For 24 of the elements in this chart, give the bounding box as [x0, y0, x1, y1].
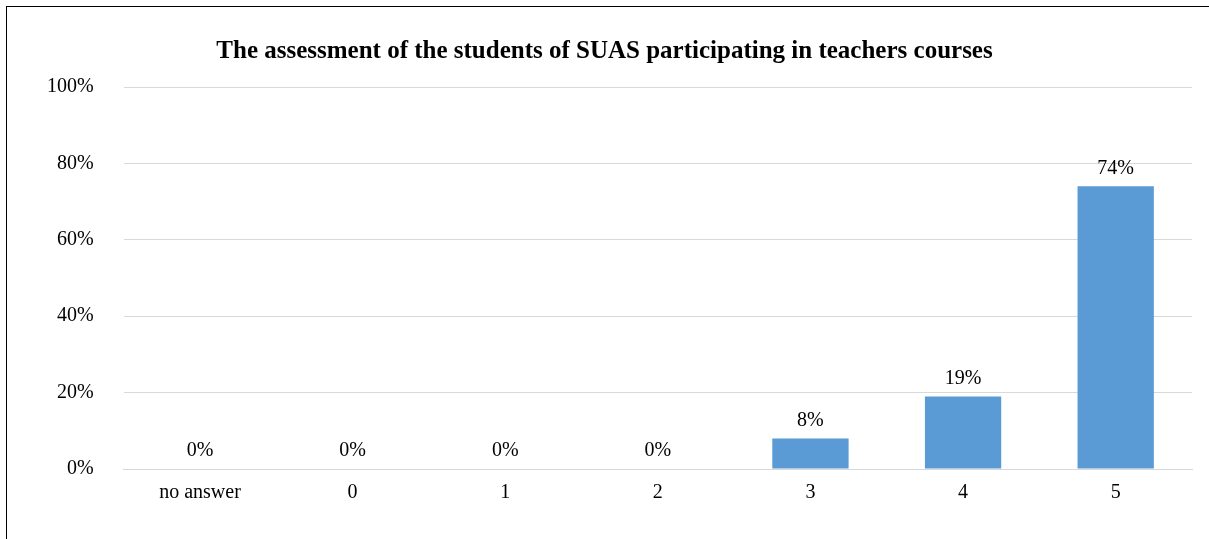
x-tick-label: 0 — [347, 480, 358, 503]
data-label: 0% — [186, 438, 214, 461]
x-tick-label: 1 — [500, 480, 511, 503]
bar — [772, 438, 849, 469]
y-tick-label: 60% — [56, 227, 94, 250]
data-label: 0% — [644, 438, 672, 461]
y-tick-label: 80% — [56, 150, 94, 173]
data-label: 0% — [491, 438, 519, 461]
data-label: 0% — [339, 438, 366, 461]
data-label: 74% — [1097, 155, 1135, 178]
bar — [924, 396, 1002, 469]
y-tick-label: 100% — [46, 74, 94, 97]
y-tick-label: 20% — [56, 379, 94, 402]
x-tick-label: 4 — [958, 480, 969, 503]
x-tick-label: 2 — [652, 480, 663, 503]
data-label: 19% — [944, 365, 982, 388]
x-tick-label: 5 — [1110, 480, 1121, 503]
x-tick-label: no answer — [159, 480, 242, 503]
bar — [1077, 186, 1154, 469]
chart-title: The assessment of the students of SUAS participating in teachers courses — [216, 36, 993, 64]
y-tick-label: 40% — [56, 303, 94, 326]
x-tick-label: 3 — [805, 480, 816, 503]
y-tick-label: 0% — [66, 456, 94, 479]
data-label: 8% — [797, 407, 824, 430]
